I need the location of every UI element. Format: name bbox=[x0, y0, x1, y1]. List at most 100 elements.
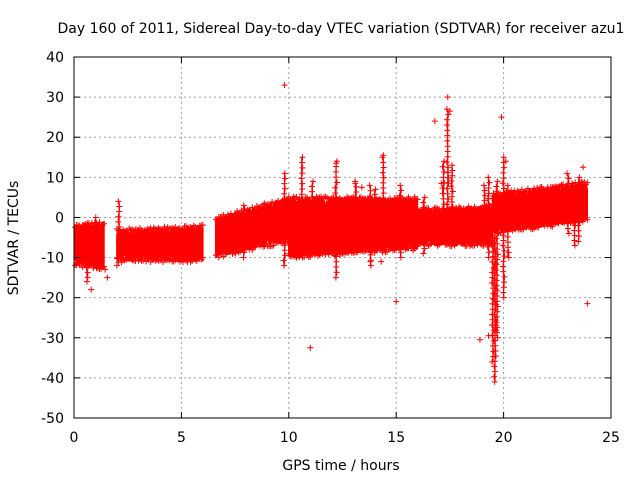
spike-24 bbox=[503, 182, 512, 261]
x-tick-label-3: 15 bbox=[387, 430, 405, 446]
spike-point-16-12 bbox=[445, 174, 452, 181]
spike-point-10-8 bbox=[367, 219, 374, 226]
spike-point-7-11 bbox=[309, 193, 316, 200]
spike-point-10-15 bbox=[366, 182, 373, 189]
band-edge-point-3-26-0 bbox=[325, 251, 332, 258]
spike-27 bbox=[574, 174, 583, 245]
spike-point-11-5 bbox=[371, 221, 378, 228]
spike-point-27-1 bbox=[576, 233, 583, 240]
spike-point-23-7 bbox=[500, 258, 507, 265]
spike-point-9-10 bbox=[353, 189, 360, 196]
spike-23 bbox=[499, 154, 508, 301]
spike-point-21-5 bbox=[492, 353, 499, 360]
spike-point-21-7 bbox=[492, 342, 499, 349]
outlier-point-0 bbox=[83, 278, 90, 285]
spike-point-10-3 bbox=[366, 246, 373, 253]
spike-point-2-8 bbox=[91, 219, 98, 226]
outlier-point-9 bbox=[358, 184, 365, 191]
spike-8 bbox=[332, 158, 341, 281]
spike-point-4-4 bbox=[240, 233, 247, 240]
spike-point-13-6 bbox=[398, 223, 405, 230]
spike-point-16-1 bbox=[444, 233, 451, 240]
outlier-point-5 bbox=[281, 82, 288, 89]
spike-point-22-13 bbox=[493, 266, 500, 273]
spike-point-25-10 bbox=[565, 180, 572, 187]
spike-point-17-8 bbox=[449, 188, 456, 195]
outlier-point-2 bbox=[102, 266, 109, 273]
spike-point-8-0 bbox=[332, 274, 339, 281]
spike-point-16-23 bbox=[444, 116, 451, 123]
band-edge-point-4-33-0 bbox=[465, 239, 472, 246]
spike-point-23-13 bbox=[501, 227, 508, 234]
spike-point-14-6 bbox=[420, 219, 427, 226]
spike-point-7-8 bbox=[309, 209, 316, 216]
spike-point-4-0 bbox=[240, 254, 247, 261]
spike-point-23-24 bbox=[500, 169, 507, 176]
spike-point-5-15 bbox=[282, 185, 289, 192]
spike-point-7-7 bbox=[309, 214, 316, 221]
spike-point-6-12 bbox=[298, 191, 305, 198]
spike-point-8-14 bbox=[333, 200, 340, 207]
spike-point-19-14 bbox=[486, 179, 493, 186]
spike-point-1-8 bbox=[83, 234, 90, 241]
spike-14 bbox=[420, 194, 428, 257]
spike-point-13-1 bbox=[397, 249, 404, 256]
band-edge-point-4-20-0 bbox=[445, 239, 452, 246]
spike-point-5-9 bbox=[281, 216, 288, 223]
spike-point-16-15 bbox=[443, 159, 450, 166]
spike-point-23-19 bbox=[500, 195, 507, 202]
spike-17 bbox=[448, 162, 456, 237]
spike-point-21-33 bbox=[491, 208, 498, 215]
spike-point-11-9 bbox=[371, 201, 378, 208]
outlier-point-16 bbox=[444, 94, 451, 101]
spike-point-21-0 bbox=[491, 378, 498, 385]
spike-point-3-8 bbox=[115, 213, 122, 220]
spike-point-3-11 bbox=[115, 198, 122, 205]
spike-point-16-21 bbox=[444, 127, 451, 134]
spike-point-16-7 bbox=[443, 201, 450, 208]
spike-point-14-7 bbox=[421, 214, 428, 221]
spike-point-23-27 bbox=[500, 154, 507, 161]
spike-point-14-0 bbox=[420, 250, 427, 257]
spike-point-6-6 bbox=[298, 222, 305, 229]
band-edge-point-2-38-0 bbox=[270, 242, 277, 249]
spike-point-27-12 bbox=[576, 174, 583, 181]
spike-point-8-12 bbox=[332, 211, 339, 218]
band-edge-point-1-42-0 bbox=[178, 255, 185, 262]
spike-point-22-20 bbox=[495, 230, 502, 237]
spike-point-10-2 bbox=[367, 251, 374, 258]
spike-point-17-10 bbox=[448, 178, 455, 185]
spike-point-6-0 bbox=[299, 254, 306, 261]
spike-point-12-14 bbox=[380, 174, 387, 181]
spike-point-13-13 bbox=[398, 187, 405, 194]
spike-point-18-9 bbox=[482, 192, 489, 199]
spike-point-12-9 bbox=[381, 200, 388, 207]
x-tick-label-5: 25 bbox=[602, 430, 620, 446]
y-tick-label-5: 0 bbox=[55, 210, 64, 226]
spike-point-22-12 bbox=[493, 272, 500, 279]
spike-point-27-4 bbox=[576, 217, 583, 224]
spike-point-12-1 bbox=[380, 241, 387, 248]
spike-point-18-1 bbox=[481, 233, 488, 240]
spike-point-4-7 bbox=[239, 218, 246, 225]
band-edge-point-5-30-1 bbox=[535, 187, 542, 194]
spike-point-5-5 bbox=[280, 236, 287, 243]
spike-10 bbox=[366, 182, 375, 269]
outlier-point-11 bbox=[378, 258, 385, 265]
spike-point-12-4 bbox=[380, 226, 387, 233]
spike-point-19-3 bbox=[485, 238, 492, 245]
spike-point-17-0 bbox=[449, 230, 456, 237]
spike-point-26-10 bbox=[572, 192, 579, 199]
spike-point-5-12 bbox=[282, 201, 289, 208]
band-edge-point-5-24-0 bbox=[526, 223, 533, 230]
spike-point-2-5 bbox=[91, 235, 98, 242]
spike-point-6-10 bbox=[299, 201, 306, 208]
spike-point-22-19 bbox=[493, 235, 500, 242]
spike-point-22-0 bbox=[494, 334, 501, 341]
spike-point-10-10 bbox=[366, 209, 373, 216]
spike-point-13-10 bbox=[397, 202, 404, 209]
band-edge-point-3-2-1 bbox=[288, 197, 295, 204]
spike-point-22-17 bbox=[493, 246, 500, 253]
spike-point-22-26 bbox=[493, 199, 500, 206]
spike-point-23-9 bbox=[501, 247, 508, 254]
